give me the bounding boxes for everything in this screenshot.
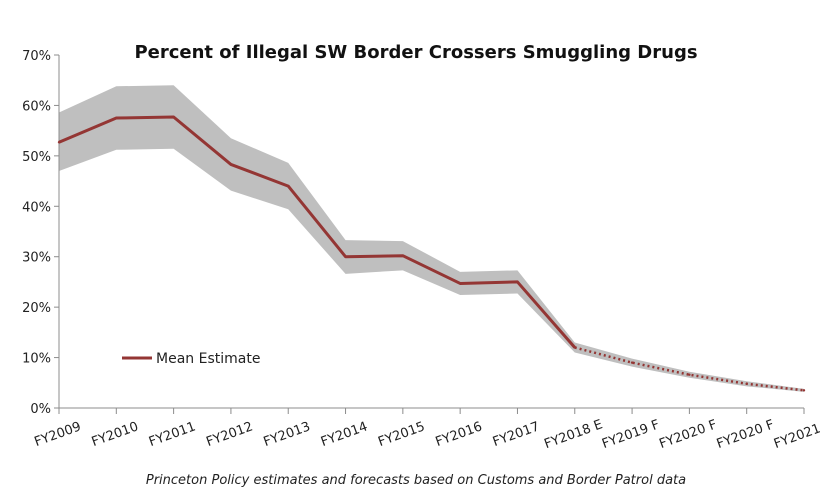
mean-estimate-point [172,115,175,119]
y-tick-label: 70% [22,49,51,64]
y-tick-label: 60% [22,99,51,114]
mean-estimate-point [458,282,462,285]
x-tick-label: FY2015 [376,419,427,450]
mean-estimate-point [344,255,347,258]
x-tick-label: FY2014 [319,419,370,450]
y-tick-label: 0% [30,402,51,417]
confidence-band-layer [59,85,804,392]
mean-estimate-point [745,382,748,385]
y-tick-label: 40% [22,200,51,215]
x-tick-label: FY2019 F [600,417,662,452]
x-tick-label: FY2011 [147,419,198,450]
mean-estimate-point [688,373,691,376]
y-tick-label: 50% [22,150,51,165]
confidence-band [59,85,804,392]
chart-title: Percent of Illegal SW Border Crossers Sm… [134,42,697,63]
x-tick-label: FY2010 [90,419,141,450]
mean-estimate-point [630,361,634,364]
x-tick-label: FY2013 [262,419,313,450]
series-line-layer [57,115,806,392]
mean-estimate-point [401,254,405,257]
x-tick-label: FY2009 [32,419,83,450]
legend-label: Mean Estimate [156,351,260,367]
mean-estimate-point [57,141,61,144]
x-tick-label: FY2017 [491,419,542,450]
mean-estimate-line [58,115,576,349]
x-tick-label: FY2021 F [772,417,820,452]
y-tick-label: 20% [22,301,51,316]
mean-estimate-point [115,116,118,120]
mean-estimate-point [573,346,576,349]
x-tick-label: FY2018 E [542,417,604,452]
x-tick-label: FY2020 F [657,417,719,452]
mean-forecast-dotted-line [574,346,805,392]
mean-estimate-point [516,280,519,284]
x-tick-label: FY2012 [204,419,255,450]
y-tick-label: 10% [22,352,51,367]
mean-estimate-point [802,389,806,392]
mean-estimate-point [229,163,233,166]
x-tick-label: FY2020 F [715,417,777,452]
source-note: Princeton Policy estimates and forecasts… [146,473,686,488]
x-tick-label: FY2016 [434,419,485,450]
y-tick-label: 30% [22,251,51,266]
mean-estimate-point [287,184,290,188]
legend: Mean Estimate [122,351,260,367]
